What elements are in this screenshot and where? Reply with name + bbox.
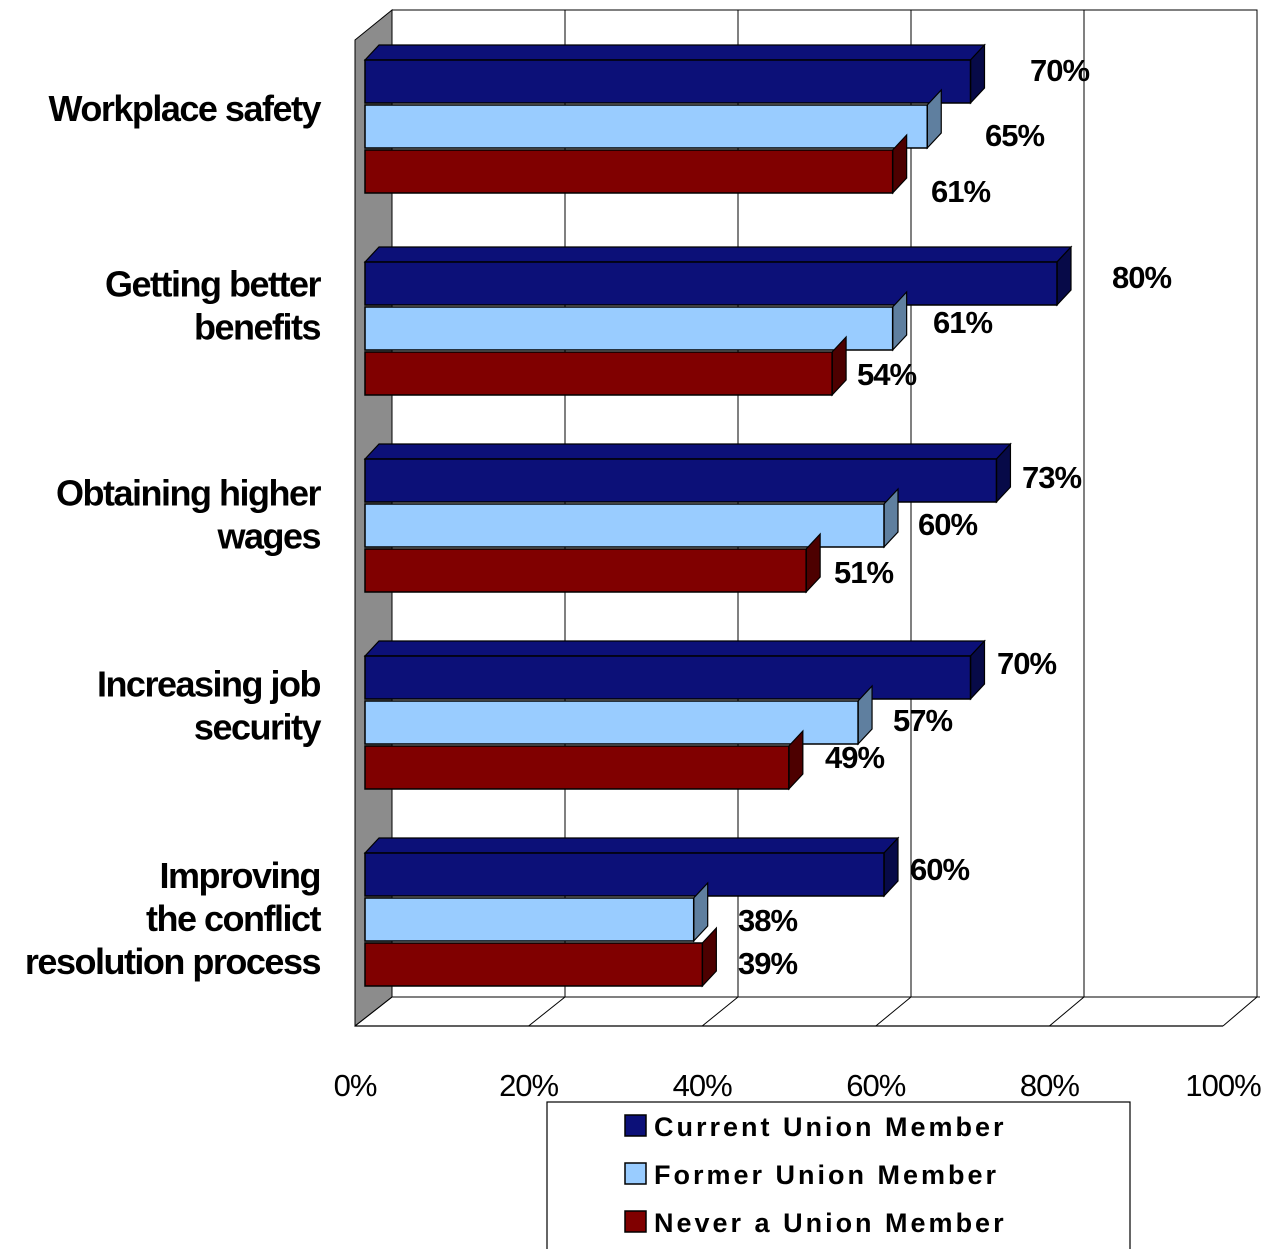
- legend-swatch-2: [624, 1210, 647, 1233]
- floor-gridline: [1222, 996, 1258, 1027]
- bar-front: [364, 942, 704, 987]
- category-label-line: wages: [216, 516, 320, 557]
- bar-front: [364, 458, 998, 503]
- bar: [364, 926, 717, 988]
- category-label-line: security: [194, 707, 322, 748]
- legend-label-2: Never a Union Member: [654, 1208, 1007, 1238]
- floor-gridline: [354, 996, 393, 1027]
- value-label: 57%: [893, 703, 952, 738]
- legend-label-0: Current Union Member: [654, 1112, 1007, 1142]
- bar-top: [363, 640, 986, 657]
- legend-swatch-0: [624, 1114, 647, 1137]
- bar: [364, 684, 873, 746]
- x-tick-label: 20%: [499, 1068, 558, 1103]
- x-tick-label: 80%: [1020, 1068, 1079, 1103]
- value-label: 54%: [857, 357, 916, 392]
- value-label: 60%: [918, 507, 977, 542]
- bar-top: [363, 443, 1012, 460]
- value-label: 51%: [834, 555, 893, 590]
- value-label: 65%: [985, 118, 1044, 153]
- floor-gridline: [1049, 996, 1085, 1027]
- bar: [363, 43, 986, 105]
- floor-gridline: [875, 996, 912, 1027]
- bar: [364, 88, 942, 150]
- bar: [364, 133, 908, 195]
- x-tick-label: 40%: [673, 1068, 732, 1103]
- legend-label-1: Former Union Member: [654, 1160, 999, 1190]
- bar: [363, 442, 1012, 504]
- category-label: Obtaining higher wages: [56, 473, 321, 557]
- bar-front: [364, 149, 894, 194]
- value-label: 49%: [825, 740, 884, 775]
- category-label-line: benefits: [194, 307, 321, 348]
- value-labels: 70% 80% 73% 70% 60% 65% 61% 60% 57% 38% 61% 54% 51% 4…: [738, 53, 1172, 981]
- category-label: Workplace safety: [49, 88, 322, 129]
- bar-top: [363, 44, 986, 61]
- bar-front: [364, 655, 972, 700]
- bar: [363, 245, 1073, 307]
- legend-item-0: Current Union Member: [624, 1112, 1007, 1142]
- bar-front: [364, 897, 695, 942]
- legend-swatch-1: [624, 1162, 647, 1185]
- category-label-line: Increasing job: [97, 664, 321, 705]
- category-label: Increasing job security: [97, 664, 322, 748]
- bar-front: [364, 745, 790, 790]
- value-label: 61%: [933, 305, 992, 340]
- value-label: 80%: [1112, 260, 1171, 295]
- category-label: Improving the conflict resolution process: [25, 855, 322, 982]
- category-label-line: Improving: [159, 855, 320, 896]
- bar-front: [364, 852, 885, 897]
- legend: Current Union Member Former Union Member…: [546, 1101, 1131, 1249]
- legend-item-1: Former Union Member: [624, 1160, 999, 1190]
- bar-top: [363, 246, 1073, 263]
- category-label-line: resolution process: [25, 941, 321, 982]
- legend-item-2: Never a Union Member: [624, 1208, 1007, 1238]
- value-label: 70%: [997, 646, 1056, 681]
- value-label: 73%: [1022, 460, 1081, 495]
- bar: [364, 881, 709, 943]
- bar-front: [364, 351, 833, 396]
- value-label: 38%: [738, 903, 797, 938]
- bar-top: [363, 837, 900, 854]
- x-tick-label: 100%: [1185, 1068, 1261, 1103]
- value-label: 70%: [1030, 53, 1089, 88]
- floor-gridline: [528, 996, 566, 1027]
- bar-front: [364, 503, 885, 548]
- bar: [363, 639, 986, 701]
- category-label-line: the conflict: [146, 898, 322, 939]
- bar-front: [364, 59, 972, 104]
- bar: [363, 836, 900, 898]
- category-label-line: Obtaining higher: [56, 473, 321, 514]
- category-label-line: Workplace safety: [49, 88, 322, 129]
- bar-front: [364, 700, 859, 745]
- value-label: 61%: [931, 174, 990, 209]
- value-label: 60%: [910, 852, 969, 887]
- bar-front: [364, 306, 894, 351]
- bar: [364, 532, 821, 594]
- category-labels: Workplace safety Getting better benefits Ob…: [25, 88, 323, 982]
- bar-front: [364, 261, 1058, 306]
- category-label-line: Getting better: [105, 264, 321, 305]
- bar: [364, 729, 804, 791]
- x-tick-label: 60%: [846, 1068, 905, 1103]
- bar-front: [364, 548, 807, 593]
- value-label: 39%: [738, 946, 797, 981]
- bar: [364, 290, 908, 352]
- chart-bars: [363, 43, 1073, 988]
- x-tick-label: 0%: [334, 1068, 377, 1103]
- floor-gridline: [701, 996, 739, 1027]
- bar-front: [364, 104, 928, 149]
- x-axis-tick-labels: 0% 20% 40% 60% 80% 100%: [334, 1068, 1262, 1103]
- bar: [364, 487, 899, 549]
- bar: [364, 335, 847, 397]
- category-label: Getting better benefits: [105, 264, 321, 348]
